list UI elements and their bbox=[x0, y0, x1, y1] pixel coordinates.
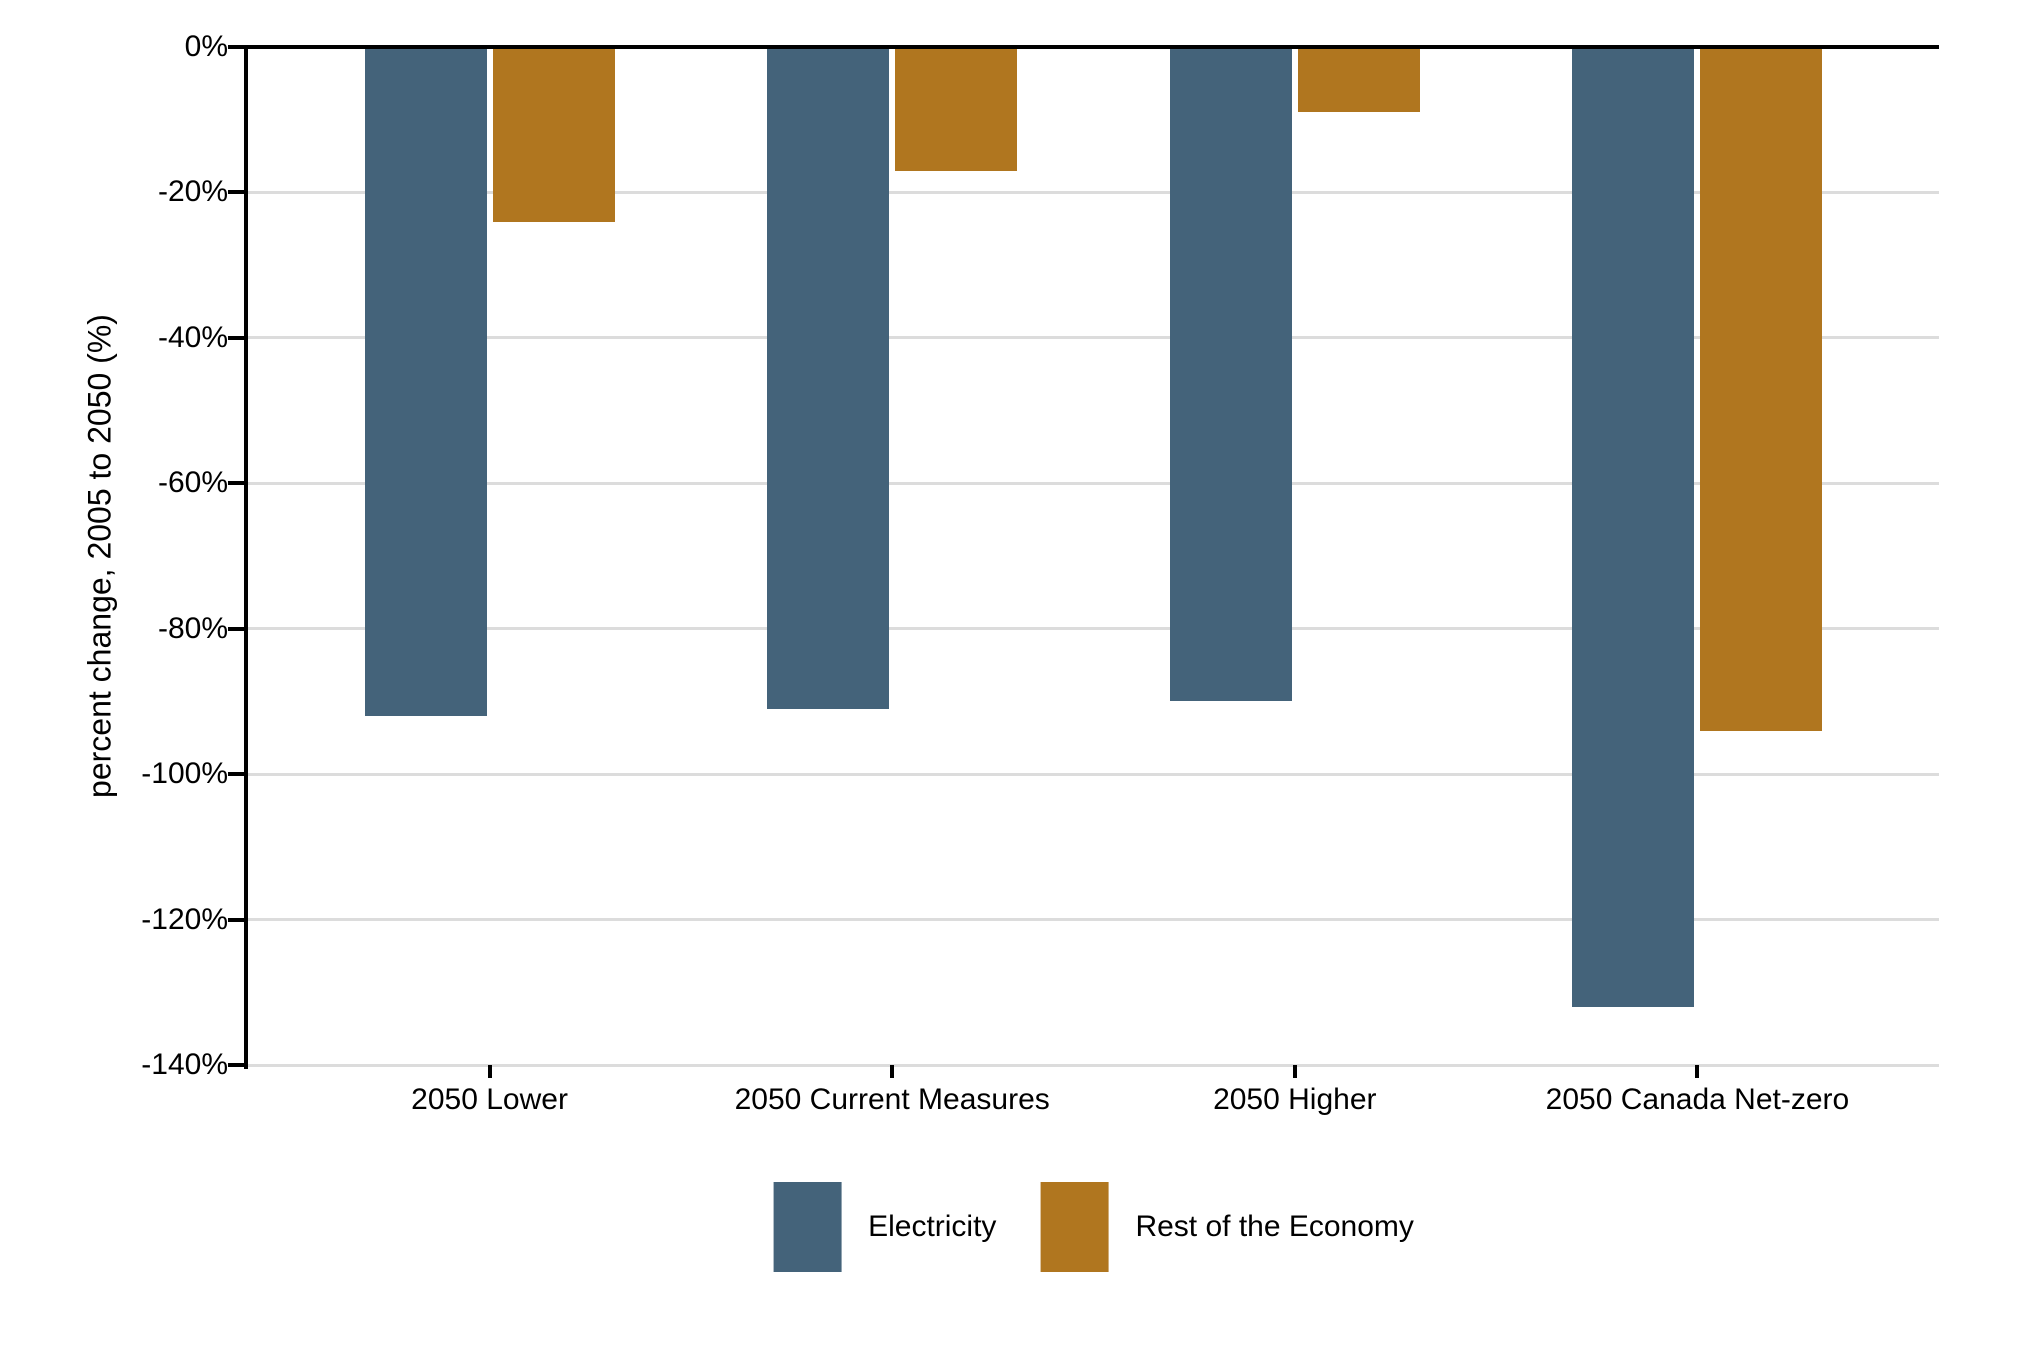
legend-swatch-electricity bbox=[773, 1182, 842, 1272]
y-tick--120 bbox=[228, 917, 244, 922]
y-tick--80 bbox=[228, 626, 244, 631]
bar-electricity-2050-higher bbox=[1169, 47, 1292, 702]
y-tick-label--120: -120% bbox=[141, 902, 228, 936]
y-tick--40 bbox=[228, 335, 244, 340]
y-tick-0 bbox=[228, 45, 244, 49]
y-axis-line bbox=[244, 45, 248, 1069]
x-tick-label-2: 2050 Current Measures bbox=[734, 1083, 1050, 1116]
y-tick-label-0: 0% bbox=[184, 30, 228, 63]
y-tick-label--80: -80% bbox=[157, 611, 228, 645]
y-tick-label--20: -20% bbox=[157, 175, 228, 209]
bar-rest-of-the-economy-2050-lower bbox=[492, 47, 615, 222]
legend: Electricity Rest of the Economy bbox=[773, 1182, 1414, 1272]
y-tick--140 bbox=[228, 1063, 244, 1067]
gridline--40 bbox=[248, 336, 1939, 340]
x-tick-label-1: 2050 Lower bbox=[411, 1083, 568, 1116]
legend-item-electricity: Electricity bbox=[773, 1182, 996, 1272]
zero-baseline bbox=[248, 45, 1939, 49]
gridline--80 bbox=[248, 627, 1939, 631]
bar-electricity-2050-lower bbox=[364, 47, 487, 716]
y-tick-label--100: -100% bbox=[141, 757, 228, 791]
y-tick--20 bbox=[228, 190, 244, 195]
y-tick-label--40: -40% bbox=[157, 320, 228, 354]
bar-electricity-2050-canada-net-zero bbox=[1572, 47, 1695, 1007]
y-axis-title: percent change, 2005 to 2050 (%) bbox=[81, 314, 118, 798]
x-tick-2 bbox=[890, 1065, 895, 1078]
x-tick-label-4: 2050 Canada Net-zero bbox=[1545, 1083, 1850, 1116]
y-tick--60 bbox=[228, 481, 244, 486]
gridline--60 bbox=[248, 481, 1939, 485]
legend-swatch-rest-of-the-economy bbox=[1040, 1182, 1109, 1272]
y-tick--100 bbox=[228, 772, 244, 777]
gridline--120 bbox=[248, 918, 1939, 922]
y-tick-label--140: -140% bbox=[141, 1048, 228, 1081]
legend-label: Electricity bbox=[868, 1210, 997, 1243]
legend-item-rest-of-the-economy: Rest of the Economy bbox=[1040, 1182, 1414, 1272]
bar-rest-of-the-economy-2050-current-measures bbox=[895, 47, 1018, 171]
y-tick-label--60: -60% bbox=[157, 466, 228, 500]
bar-electricity-2050-current-measures bbox=[767, 47, 890, 709]
gridline--100 bbox=[248, 772, 1939, 776]
x-tick-4 bbox=[1695, 1065, 1700, 1078]
bar-rest-of-the-economy-2050-canada-net-zero bbox=[1700, 47, 1823, 731]
gridline--20 bbox=[248, 190, 1939, 194]
x-tick-1 bbox=[487, 1065, 492, 1078]
bar-rest-of-the-economy-2050-higher bbox=[1297, 47, 1420, 113]
legend-label: Rest of the Economy bbox=[1135, 1210, 1414, 1243]
x-tick-3 bbox=[1292, 1065, 1297, 1078]
x-tick-label-3: 2050 Higher bbox=[1213, 1083, 1377, 1116]
gridline--140 bbox=[248, 1063, 1939, 1067]
